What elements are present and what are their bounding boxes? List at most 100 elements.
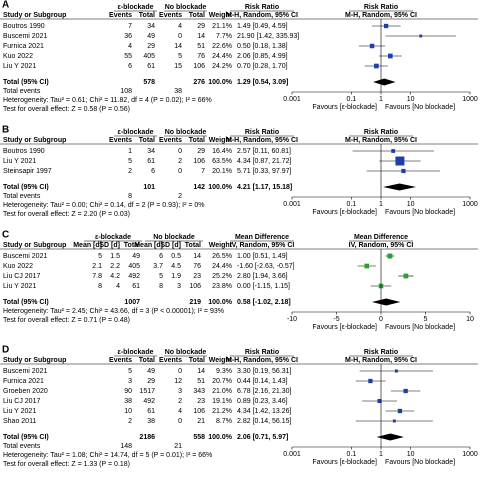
x-tick-label: 10 xyxy=(407,201,415,208)
cell: 1517 xyxy=(139,388,155,395)
x-tick-label: 0 xyxy=(379,316,383,323)
weight: 26.5% xyxy=(212,253,232,260)
effect-square xyxy=(419,34,423,38)
study-name: Liu Y 2021 xyxy=(3,283,36,290)
cell: 0 xyxy=(178,148,182,155)
x-tick-label: 1 xyxy=(379,201,383,208)
effect-header: Risk Ratio xyxy=(245,349,279,356)
column-header: Total xyxy=(189,137,205,144)
favours-right: Favours [No blockade] xyxy=(385,104,455,111)
weight: 9.3% xyxy=(216,368,232,375)
cell: 51 xyxy=(197,43,205,50)
cell: 29 xyxy=(147,378,155,385)
cell: 0 xyxy=(178,33,182,40)
total-n: 578 xyxy=(143,79,155,86)
ci-text: 4.34 [1.42, 13.26] xyxy=(237,408,292,415)
ci-text: 2.82 [0.14, 56.15] xyxy=(237,418,292,425)
total-events: 21 xyxy=(174,443,182,450)
cell: 14 xyxy=(174,43,182,50)
summary-diamond xyxy=(371,298,401,306)
x-tick-label: 1000 xyxy=(462,451,478,458)
cell: 3 xyxy=(178,388,182,395)
total-weight: 100.0% xyxy=(208,299,233,306)
favours-right: Favours [No blockade] xyxy=(385,459,455,466)
method-header: M-H, Random, 95% CI xyxy=(226,137,298,144)
favours-left: Favours [ε-blockade] xyxy=(312,209,377,216)
weight: 25.2% xyxy=(212,273,232,280)
study-name: Kuo 2022 xyxy=(3,263,33,270)
cell: 12 xyxy=(174,378,182,385)
cell: 36 xyxy=(124,33,132,40)
heterogeneity: Heterogeneity: Tau² = 1.08; Chi² = 14.74… xyxy=(3,452,212,459)
column-header: SD [d] xyxy=(99,242,120,249)
cell: 7 xyxy=(128,23,132,30)
total-label: Total (95% CI) xyxy=(3,79,49,86)
cell: 29 xyxy=(197,23,205,30)
column-header: Mean [d] xyxy=(73,242,102,249)
group-header: No blockade xyxy=(165,4,207,11)
ci-text: 0.89 [0.23, 3.46] xyxy=(237,398,288,405)
weight: 24.4% xyxy=(212,263,232,270)
summary-diamond xyxy=(373,78,396,86)
x-tick-label: 10 xyxy=(407,96,415,103)
ci-text: 6.78 [2.16, 21.30] xyxy=(237,388,292,395)
column-header: Events xyxy=(109,137,132,144)
total-events: 38 xyxy=(174,88,182,95)
method-header: M-H, Random, 95% CI xyxy=(345,357,417,364)
column-header: Total xyxy=(189,12,205,19)
cell: 405 xyxy=(128,263,140,270)
x-tick-label: 0.1 xyxy=(346,201,356,208)
cell: 10 xyxy=(124,408,132,415)
x-tick-label: 0.001 xyxy=(283,451,301,458)
cell: 4.5 xyxy=(171,263,181,270)
x-tick-label: 10 xyxy=(466,316,474,323)
effect-square xyxy=(374,63,379,69)
column-header: Total xyxy=(124,242,140,249)
cell: 0.5 xyxy=(171,253,181,260)
study-name: Liu CJ 2017 xyxy=(3,273,40,280)
cell: 0 xyxy=(178,168,182,175)
cell: 14 xyxy=(197,368,205,375)
cell: 14 xyxy=(193,253,201,260)
x-tick-label: 1000 xyxy=(462,201,478,208)
weight: 20.7% xyxy=(212,378,232,385)
column-header: Events xyxy=(159,12,182,19)
column-header: Events xyxy=(159,137,182,144)
weight: 16.4% xyxy=(212,148,232,155)
total-events: 148 xyxy=(120,443,132,450)
cell: 2 xyxy=(128,418,132,425)
total-label: Total (95% CI) xyxy=(3,299,49,306)
cell: 7 xyxy=(201,168,205,175)
total-events: 2 xyxy=(178,193,182,200)
x-tick-label: 1000 xyxy=(462,96,478,103)
effect-square xyxy=(403,273,409,279)
effect-header: Risk Ratio xyxy=(364,129,398,136)
cell: 14 xyxy=(197,33,205,40)
weight: 63.5% xyxy=(212,158,232,165)
study-name: Buscemi 2021 xyxy=(3,368,47,375)
ci-text: 5.71 [0.33, 97.97] xyxy=(237,168,292,175)
summary-diamond xyxy=(376,433,405,441)
group-header: ε-blockade xyxy=(118,129,154,136)
cell: 51 xyxy=(197,378,205,385)
cell: 76 xyxy=(197,53,205,60)
total-n: 142 xyxy=(193,184,205,191)
cell: 7.8 xyxy=(92,273,102,280)
method-header: M-H, Random, 95% CI xyxy=(226,12,298,19)
total-label: Total (95% CI) xyxy=(3,434,49,441)
weight: 8.7% xyxy=(216,418,232,425)
cell: 3 xyxy=(128,378,132,385)
group-header: No blockade xyxy=(153,234,195,241)
study-name: Buscemi 2021 xyxy=(3,253,47,260)
cell: 3 xyxy=(177,283,181,290)
weight: 21.2% xyxy=(212,408,232,415)
study-name: Boutros 1990 xyxy=(3,148,45,155)
group-header: No blockade xyxy=(165,129,207,136)
ci-text: 2.06 [0.85, 4.99] xyxy=(237,53,288,60)
method-header: M-H, Random, 95% CI xyxy=(226,357,298,364)
cell: 1.9 xyxy=(171,273,181,280)
cell: 3.7 xyxy=(153,263,163,270)
effect-square xyxy=(403,388,408,394)
cell: 38 xyxy=(124,398,132,405)
